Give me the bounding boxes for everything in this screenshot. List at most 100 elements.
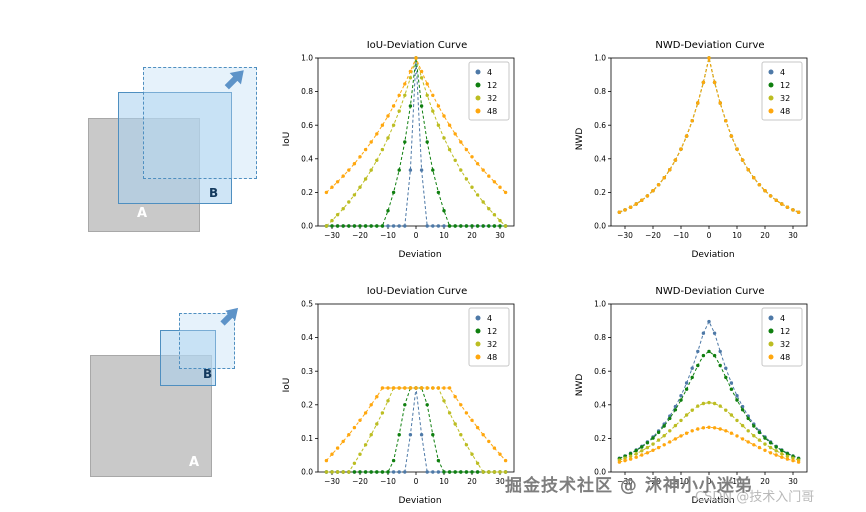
svg-text:0.8: 0.8 <box>594 333 606 342</box>
box-b-label: B <box>209 186 219 200</box>
box-a-label: A <box>189 455 200 470</box>
svg-text:1.0: 1.0 <box>594 54 606 63</box>
y-axis-label: IoU <box>282 131 292 147</box>
svg-text:0.2: 0.2 <box>594 434 606 443</box>
svg-text:20: 20 <box>760 477 770 486</box>
svg-text:−30: −30 <box>324 477 340 486</box>
svg-text:30: 30 <box>788 231 798 240</box>
svg-text:0.0: 0.0 <box>594 468 606 477</box>
box-b-shifted-dashed <box>143 67 257 179</box>
svg-text:0.8: 0.8 <box>594 87 606 96</box>
box-b <box>118 92 232 204</box>
svg-text:30: 30 <box>495 477 505 486</box>
svg-text:32: 32 <box>487 340 497 349</box>
chart-iou-different-size: IoU-Deviation Curve IoU −30 −20 −10 0 10 20 30… <box>272 286 522 506</box>
svg-text:0.8: 0.8 <box>301 87 313 96</box>
box-a-label: A <box>137 206 148 221</box>
plot-area: −30 −20 −10 0 10 20 30 0.0 0.1 0.2 0.3 0.4 0.5 4 12 32 4… <box>301 300 515 486</box>
svg-text:20: 20 <box>467 231 477 240</box>
plot-area: −30 −20 −10 0 10 20 30 0.0 0.2 0.4 0.6 0.8 1.0 4 12 32 4… <box>594 300 808 486</box>
plot-area: −30 −20 −10 0 10 20 30 0.0 0.2 0.4 0.6 0.8 1.0 4 12 32 4… <box>301 54 515 240</box>
svg-text:48: 48 <box>487 107 497 116</box>
svg-text:20: 20 <box>760 231 770 240</box>
svg-text:0.4: 0.4 <box>301 333 313 342</box>
svg-text:12: 12 <box>487 327 497 336</box>
svg-text:0: 0 <box>414 477 419 486</box>
svg-text:0.2: 0.2 <box>301 188 313 197</box>
svg-text:0.4: 0.4 <box>594 154 606 163</box>
svg-text:10: 10 <box>439 477 449 486</box>
box-b-label: B <box>203 367 213 381</box>
svg-text:32: 32 <box>780 94 790 103</box>
svg-text:4: 4 <box>487 68 492 77</box>
svg-text:48: 48 <box>487 353 497 362</box>
svg-text:0: 0 <box>707 231 712 240</box>
svg-text:10: 10 <box>732 477 742 486</box>
svg-text:0.2: 0.2 <box>594 188 606 197</box>
svg-text:48: 48 <box>780 353 790 362</box>
svg-text:0.5: 0.5 <box>301 300 313 309</box>
svg-text:−20: −20 <box>645 231 661 240</box>
svg-text:−10: −10 <box>380 477 396 486</box>
svg-text:0.4: 0.4 <box>594 400 606 409</box>
svg-text:0.6: 0.6 <box>594 121 606 130</box>
svg-text:0.6: 0.6 <box>301 121 313 130</box>
y-axis-label: IoU <box>282 377 292 393</box>
svg-text:−10: −10 <box>673 231 689 240</box>
svg-text:48: 48 <box>780 107 790 116</box>
svg-text:4: 4 <box>487 314 492 323</box>
svg-text:0.1: 0.1 <box>301 434 313 443</box>
svg-text:−30: −30 <box>617 477 633 486</box>
x-axis-label: Deviation <box>398 250 442 260</box>
chart-iou-same-size: IoU-Deviation Curve IoU −30 −20 −10 0 10 20 30… <box>272 40 522 260</box>
plot-area: −30 −20 −10 0 10 20 30 0.0 0.2 0.4 0.6 0.8 1.0 4 12 32 4… <box>594 54 808 240</box>
svg-text:30: 30 <box>495 231 505 240</box>
svg-text:30: 30 <box>788 477 798 486</box>
chart-title: IoU-Deviation Curve <box>366 40 468 51</box>
svg-text:0.0: 0.0 <box>301 222 313 231</box>
svg-text:12: 12 <box>780 81 790 90</box>
watermark-secondary: CSDN @技术入门哥 <box>695 490 815 505</box>
shift-arrow-icon <box>224 70 244 90</box>
svg-text:4: 4 <box>780 68 785 77</box>
svg-text:−30: −30 <box>617 231 633 240</box>
box-diagram-different-size: A B <box>85 305 265 495</box>
svg-text:0: 0 <box>707 477 712 486</box>
shift-arrow-icon <box>220 307 239 326</box>
chart-title: IoU-Deviation Curve <box>366 286 468 297</box>
svg-text:0.0: 0.0 <box>594 222 606 231</box>
svg-text:0.6: 0.6 <box>594 367 606 376</box>
svg-text:32: 32 <box>780 340 790 349</box>
svg-text:−10: −10 <box>673 477 689 486</box>
svg-text:−30: −30 <box>324 231 340 240</box>
svg-text:−20: −20 <box>352 477 368 486</box>
svg-text:20: 20 <box>467 477 477 486</box>
svg-text:10: 10 <box>439 231 449 240</box>
svg-text:−10: −10 <box>380 231 396 240</box>
svg-text:1.0: 1.0 <box>594 300 606 309</box>
y-axis-label: NWD <box>575 127 585 151</box>
svg-text:0.2: 0.2 <box>301 400 313 409</box>
svg-text:−20: −20 <box>352 231 368 240</box>
svg-text:0.3: 0.3 <box>301 367 313 376</box>
x-axis-label: Deviation <box>398 496 442 506</box>
x-axis-label: Deviation <box>691 496 735 506</box>
chart-nwd-same-size: NWD-Deviation Curve NWD −30 −20 −10 0 10 20 30… <box>565 40 815 260</box>
y-axis-label: NWD <box>575 373 585 397</box>
svg-text:0.0: 0.0 <box>301 468 313 477</box>
watermark-primary: 掘金技术社区 @ 沐神小小迷弟 <box>505 476 753 496</box>
chart-title: NWD-Deviation Curve <box>655 286 765 297</box>
svg-text:0.4: 0.4 <box>301 154 313 163</box>
svg-text:32: 32 <box>487 94 497 103</box>
svg-text:12: 12 <box>487 81 497 90</box>
box-b <box>160 330 216 386</box>
svg-text:1.0: 1.0 <box>301 54 313 63</box>
svg-text:10: 10 <box>732 231 742 240</box>
svg-text:12: 12 <box>780 327 790 336</box>
x-axis-label: Deviation <box>691 250 735 260</box>
svg-text:4: 4 <box>780 314 785 323</box>
svg-text:0: 0 <box>414 231 419 240</box>
chart-nwd-different-size: NWD-Deviation Curve NWD −30 −20 −10 0 10 20 30… <box>565 286 815 506</box>
chart-title: NWD-Deviation Curve <box>655 40 765 51</box>
